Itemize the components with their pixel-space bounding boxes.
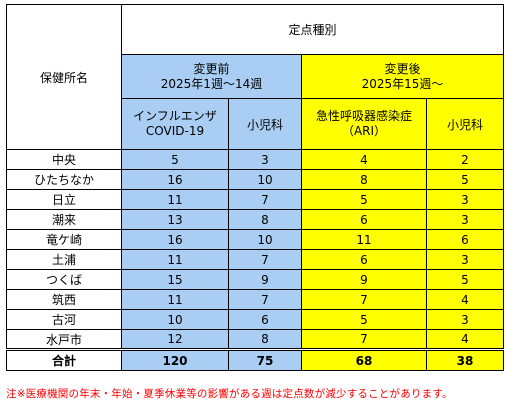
ari-count: 6 (301, 249, 427, 270)
pediatrics-after-count: 5 (426, 169, 504, 190)
table-row: 潮来 13 8 6 3 (6, 209, 504, 230)
ari-count: 8 (301, 169, 427, 190)
table-row: 水戸市 12 8 7 4 (6, 329, 504, 350)
office-name: 潮来 (6, 209, 122, 230)
pediatrics-before-count: 7 (228, 189, 302, 210)
pediatrics-before-count: 7 (228, 289, 302, 310)
pediatrics-after-count: 2 (426, 149, 504, 170)
pediatrics-after-count: 6 (426, 229, 504, 250)
table-row: ひたちなか 16 10 8 5 (6, 169, 504, 190)
total-row: 合計 120 75 68 38 (6, 348, 504, 371)
footnote: 注※医療機関の年末・年始・夏季休業等の影響がある週は定点数が減少することがありま… (6, 388, 453, 400)
pediatrics-after-count: 4 (426, 289, 504, 310)
influenza-count: 10 (121, 309, 229, 330)
before-change-period: 2025年1週〜14週 (160, 76, 263, 91)
col-pediatrics-after: 小児科 (426, 98, 504, 150)
influenza-count: 13 (121, 209, 229, 230)
total-label: 合計 (6, 348, 122, 371)
pediatrics-before-count: 8 (228, 329, 302, 350)
before-change-title: 変更前 (193, 61, 230, 76)
after-change-period: 2025年15週〜 (361, 76, 444, 91)
pediatrics-before-count: 7 (228, 249, 302, 270)
sentinel-table: 保健所名 定点種別 変更前 2025年1週〜14週 変更後 2025年15週〜 … (6, 4, 504, 371)
after-change-header: 変更後 2025年15週〜 (301, 54, 504, 99)
sentinel-type-header: 定点種別 (121, 4, 504, 55)
pediatrics-before-count: 6 (228, 309, 302, 330)
influenza-count: 11 (121, 289, 229, 310)
col-pediatrics-before: 小児科 (228, 98, 302, 150)
office-name: 中央 (6, 149, 122, 170)
table-row: つくば 15 9 9 5 (6, 269, 504, 290)
pediatrics-before-count: 10 (228, 169, 302, 190)
table-row: 土浦 11 7 6 3 (6, 249, 504, 270)
table-row: 中央 5 3 4 2 (6, 149, 504, 170)
table-row: 竜ケ崎 16 10 11 6 (6, 229, 504, 250)
pediatrics-after-count: 4 (426, 329, 504, 350)
ari-count: 7 (301, 329, 427, 350)
pediatrics-before-count: 10 (228, 229, 302, 250)
pediatrics-after-count: 3 (426, 189, 504, 210)
pediatrics-before-total: 75 (228, 348, 302, 371)
ari-count: 11 (301, 229, 427, 250)
office-name: ひたちなか (6, 169, 122, 190)
table-row: 筑西 11 7 7 4 (6, 289, 504, 310)
pediatrics-after-count: 3 (426, 309, 504, 330)
col-covid-label: COVID-19 (145, 124, 205, 138)
pediatrics-after-count: 3 (426, 209, 504, 230)
ari-count: 4 (301, 149, 427, 170)
influenza-count: 15 (121, 269, 229, 290)
office-name: 古河 (6, 309, 122, 330)
before-change-header: 変更前 2025年1週〜14週 (121, 54, 302, 99)
table-row: 日立 11 7 5 3 (6, 189, 504, 210)
table-row: 古河 10 6 5 3 (6, 309, 504, 330)
office-name: 竜ケ崎 (6, 229, 122, 250)
after-change-title: 変更後 (384, 61, 421, 76)
ari-count: 7 (301, 289, 427, 310)
ari-count: 6 (301, 209, 427, 230)
influenza-count: 16 (121, 169, 229, 190)
office-name-header: 保健所名 (6, 4, 122, 150)
ari-count: 5 (301, 309, 427, 330)
office-name: 日立 (6, 189, 122, 210)
pediatrics-before-count: 8 (228, 209, 302, 230)
office-name: 水戸市 (6, 329, 122, 350)
ari-count: 5 (301, 189, 427, 210)
col-ari: 急性呼吸器感染症 （ARI） (301, 98, 427, 150)
influenza-count: 11 (121, 189, 229, 210)
ari-total: 68 (301, 348, 427, 371)
influenza-total: 120 (121, 348, 229, 371)
influenza-count: 12 (121, 329, 229, 350)
pediatrics-after-count: 5 (426, 269, 504, 290)
col-ari-abbrev: （ARI） (341, 124, 387, 138)
office-name: 土浦 (6, 249, 122, 270)
pediatrics-after-count: 3 (426, 249, 504, 270)
office-name: 筑西 (6, 289, 122, 310)
influenza-count: 5 (121, 149, 229, 170)
influenza-count: 11 (121, 249, 229, 270)
col-ari-label: 急性呼吸器感染症 (315, 109, 412, 123)
pediatrics-after-total: 38 (426, 348, 504, 371)
col-influenza-label: インフルエンザ (133, 109, 217, 123)
pediatrics-before-count: 9 (228, 269, 302, 290)
ari-count: 9 (301, 269, 427, 290)
pediatrics-before-count: 3 (228, 149, 302, 170)
influenza-count: 16 (121, 229, 229, 250)
office-name: つくば (6, 269, 122, 290)
col-influenza-covid: インフルエンザ COVID-19 (121, 98, 229, 150)
